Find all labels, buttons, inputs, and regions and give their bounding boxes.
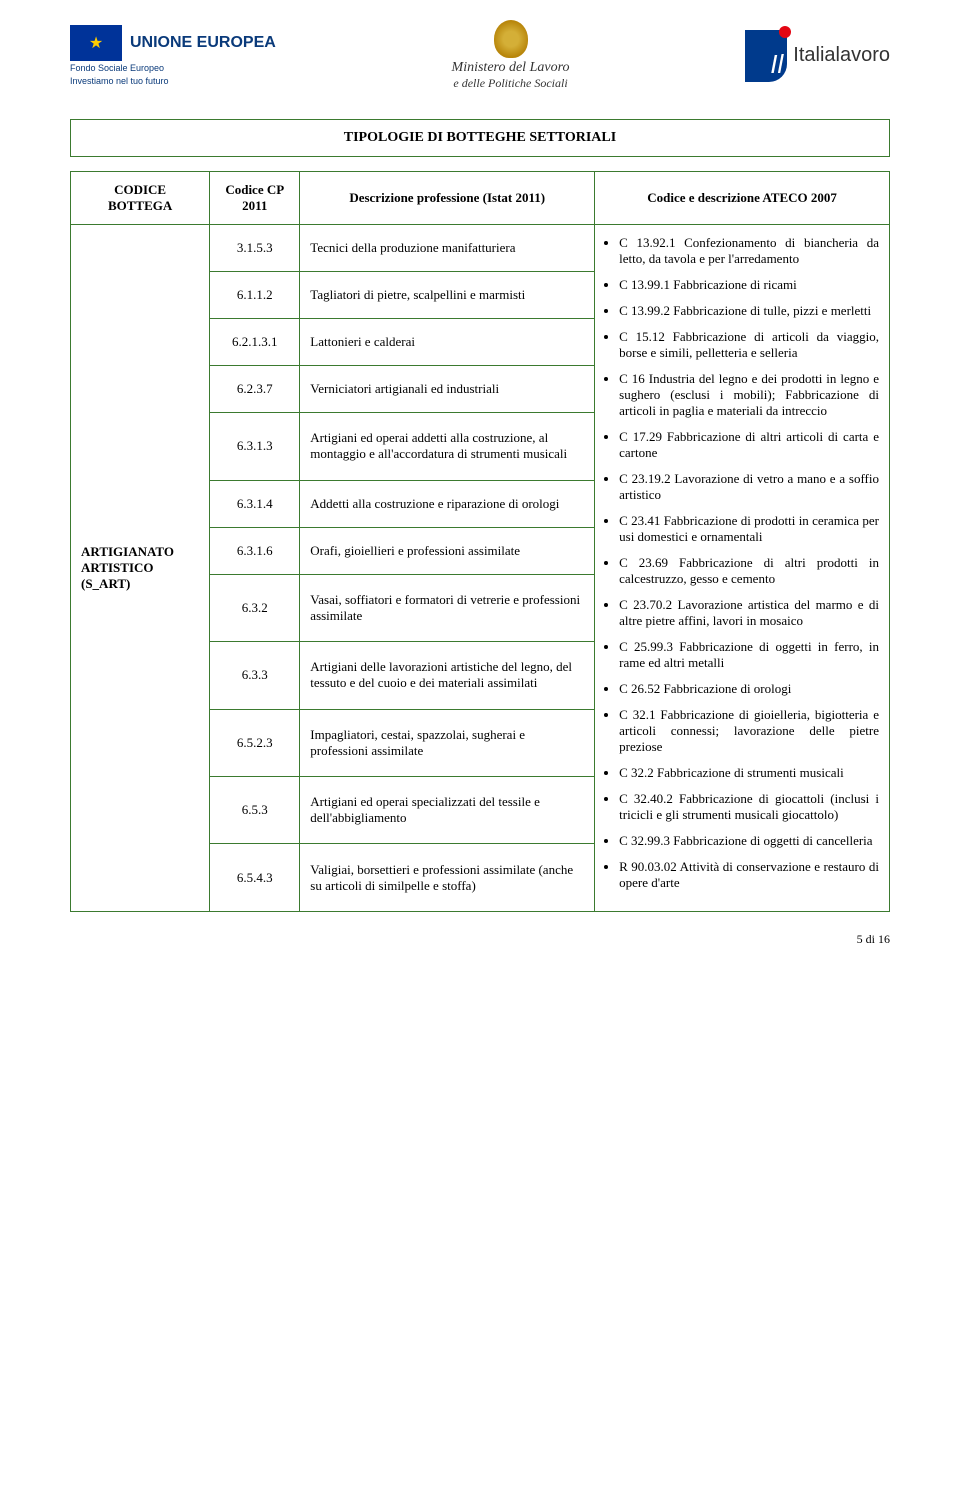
ateco-item: C 23.70.2 Lavorazione artistica del marm…	[619, 597, 879, 629]
ateco-item: C 32.40.2 Fabbricazione di giocattoli (i…	[619, 791, 879, 823]
page: ★ UNIONE EUROPEA Fondo Sociale Europeo I…	[0, 0, 960, 977]
code-cell: 6.3.3	[210, 642, 300, 709]
table-row: ARTIGIANATO ARTISTICO (S_ART) 3.1.5.3 Te…	[71, 225, 890, 272]
eu-title: UNIONE EUROPEA	[130, 34, 276, 52]
code-cell: 6.3.2	[210, 574, 300, 641]
emblem-icon	[494, 20, 528, 58]
ateco-cell: C 13.92.1 Confezionamento di biancheria …	[595, 225, 890, 912]
eu-sub2: Investiamo nel tuo futuro	[70, 76, 169, 87]
code-cell: 6.5.4.3	[210, 844, 300, 912]
col-header-ateco: Codice e descrizione ATECO 2007	[595, 172, 890, 225]
ateco-list: C 13.92.1 Confezionamento di biancheria …	[605, 235, 879, 891]
desc-cell: Lattonieri e calderai	[300, 319, 595, 366]
sector-label-cell: ARTIGIANATO ARTISTICO (S_ART)	[71, 225, 210, 912]
desc-cell: Tecnici della produzione manifatturiera	[300, 225, 595, 272]
code-cell: 6.2.3.7	[210, 366, 300, 413]
code-cell: 6.1.1.2	[210, 272, 300, 319]
page-footer: 5 di 16	[70, 912, 890, 947]
code-cell: 6.3.1.6	[210, 527, 300, 574]
eu-sub1: Fondo Sociale Europeo	[70, 63, 164, 74]
header-logos-row: ★ UNIONE EUROPEA Fondo Sociale Europeo I…	[70, 20, 890, 119]
table-header-row: CODICE BOTTEGA Codice CP 2011 Descrizion…	[71, 172, 890, 225]
code-cell: 6.3.1.4	[210, 480, 300, 527]
ateco-item: C 13.99.1 Fabbricazione di ricami	[619, 277, 879, 293]
ateco-item: C 23.41 Fabbricazione di prodotti in cer…	[619, 513, 879, 545]
logo-italialavoro: Il Italialavoro	[745, 30, 890, 82]
ateco-item: R 90.03.02 Attività di conservazione e r…	[619, 859, 879, 891]
desc-cell: Verniciatori artigianali ed industriali	[300, 366, 595, 413]
logo-eu: ★ UNIONE EUROPEA Fondo Sociale Europeo I…	[70, 25, 276, 87]
ateco-item: C 23.19.2 Lavorazione di vetro a mano e …	[619, 471, 879, 503]
italialavoro-text: Italialavoro	[793, 44, 890, 67]
ateco-item: C 32.2 Fabbricazione di strumenti musica…	[619, 765, 879, 781]
desc-cell: Artigiani ed operai addetti alla costruz…	[300, 413, 595, 480]
code-cell: 6.5.3	[210, 777, 300, 844]
ministero-line1: Ministero del Lavoro	[452, 60, 570, 76]
italialavoro-mark-icon: Il	[745, 30, 787, 82]
title-banner: TIPOLOGIE DI BOTTEGHE SETTORIALI	[70, 119, 890, 157]
ateco-item: C 17.29 Fabbricazione di altri articoli …	[619, 429, 879, 461]
ateco-item: C 32.99.3 Fabbricazione di oggetti di ca…	[619, 833, 879, 849]
ateco-item: C 16 Industria del legno e dei prodotti …	[619, 371, 879, 419]
ateco-item: C 25.99.3 Fabbricazione di oggetti in fe…	[619, 639, 879, 671]
desc-cell: Orafi, gioiellieri e professioni assimil…	[300, 527, 595, 574]
col-header-bottega: CODICE BOTTEGA	[71, 172, 210, 225]
eu-flag-icon: ★	[70, 25, 122, 61]
ateco-item: C 26.52 Fabbricazione di orologi	[619, 681, 879, 697]
ateco-item: C 15.12 Fabbricazione di articoli da via…	[619, 329, 879, 361]
desc-cell: Impagliatori, cestai, spazzolai, sughera…	[300, 709, 595, 776]
desc-cell: Addetti alla costruzione e riparazione d…	[300, 480, 595, 527]
col-header-cp: Codice CP 2011	[210, 172, 300, 225]
ministero-line2: e delle Politiche Sociali	[452, 76, 570, 91]
desc-cell: Artigiani delle lavorazioni artistiche d…	[300, 642, 595, 709]
desc-cell: Tagliatori di pietre, scalpellini e marm…	[300, 272, 595, 319]
desc-cell: Valigiai, borsettieri e professioni assi…	[300, 844, 595, 912]
desc-cell: Vasai, soffiatori e formatori di vetreri…	[300, 574, 595, 641]
desc-cell: Artigiani ed operai specializzati del te…	[300, 777, 595, 844]
col-header-desc: Descrizione professione (Istat 2011)	[300, 172, 595, 225]
ateco-item: C 32.1 Fabbricazione di gioielleria, big…	[619, 707, 879, 755]
code-cell: 3.1.5.3	[210, 225, 300, 272]
ateco-item: C 23.69 Fabbricazione di altri prodotti …	[619, 555, 879, 587]
logo-ministero: Ministero del Lavoro e delle Politiche S…	[452, 20, 570, 91]
code-cell: 6.5.2.3	[210, 709, 300, 776]
ateco-item: C 13.92.1 Confezionamento di biancheria …	[619, 235, 879, 267]
code-cell: 6.3.1.3	[210, 413, 300, 480]
ateco-item: C 13.99.2 Fabbricazione di tulle, pizzi …	[619, 303, 879, 319]
code-cell: 6.2.1.3.1	[210, 319, 300, 366]
main-table: CODICE BOTTEGA Codice CP 2011 Descrizion…	[70, 171, 890, 912]
